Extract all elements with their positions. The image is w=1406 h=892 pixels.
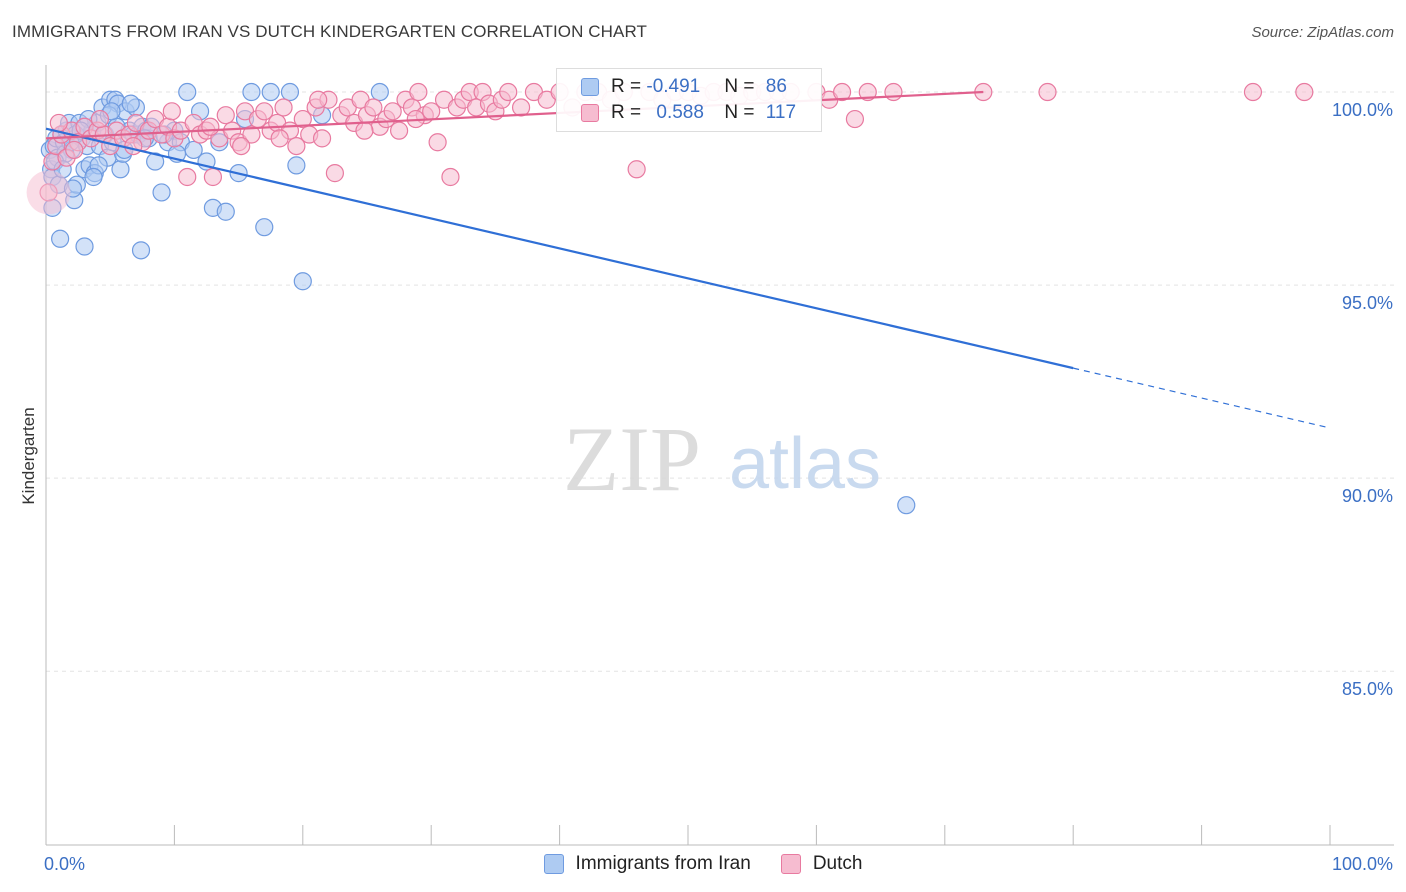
point-dutch: [26, 170, 71, 215]
legend-r-label: R =: [611, 76, 647, 97]
axis-labels: 100.0% 95.0% 90.0% 85.0% 0.0% 100.0%: [44, 100, 1393, 874]
stats-legend: R = -0.491 N = 86 R = 0.588 N = 117: [556, 68, 822, 132]
y-tick-label: 95.0%: [1342, 293, 1393, 313]
point-iran: [131, 241, 151, 260]
point-dutch: [203, 167, 223, 187]
trend-lines: [45, 90, 1331, 429]
point-dutch: [364, 98, 383, 117]
chart-title: IMMIGRANTS FROM IRAN VS DUTCH KINDERGART…: [12, 22, 648, 41]
trend-line-iran-extrapolated: [1073, 367, 1331, 429]
legend-r-value-iran: -0.491: [646, 76, 701, 97]
legend-swatch-dutch: [581, 104, 599, 122]
legend-marker-iran: [543, 854, 564, 874]
legend-label-iran: Immigrants from Iran: [575, 853, 751, 874]
point-iran: [897, 496, 916, 515]
point-iran: [255, 218, 274, 237]
point-dutch: [162, 102, 181, 121]
axes: [45, 65, 1394, 846]
point-dutch: [1038, 82, 1057, 102]
series-legend: Immigrants from Iran Dutch: [0, 851, 1406, 877]
y-tick-label: 85.0%: [1342, 679, 1393, 699]
legend-n-value-dutch: 117: [765, 102, 797, 123]
grid-lines: [46, 91, 1394, 672]
point-dutch: [390, 121, 409, 140]
point-dutch: [325, 164, 344, 183]
point-dutch: [1243, 82, 1263, 102]
watermark: ZIP atlas: [563, 408, 881, 510]
point-dutch: [409, 82, 428, 102]
source-label: Source: ZipAtlas.com: [1251, 24, 1394, 41]
point-iran: [121, 94, 140, 113]
x-tick-label: 100.0%: [1332, 854, 1393, 874]
legend-label-dutch: Dutch: [812, 853, 863, 874]
trend-line-dutch: [45, 90, 984, 140]
legend-marker-dutch: [780, 854, 801, 874]
watermark-zip: ZIP: [563, 408, 701, 510]
legend-item-dutch[interactable]: Dutch: [780, 851, 863, 877]
point-dutch: [242, 125, 261, 144]
point-dutch: [884, 82, 903, 102]
point-dutch: [1295, 82, 1314, 102]
trend-line-iran: [45, 127, 1074, 370]
point-iran: [261, 82, 280, 102]
point-dutch: [441, 167, 460, 187]
point-iran: [152, 183, 171, 202]
point-dutch: [49, 113, 68, 133]
point-dutch: [511, 98, 531, 117]
legend-r-label: R =: [611, 102, 647, 123]
point-iran: [216, 202, 235, 221]
point-iran: [293, 272, 312, 291]
point-dutch: [309, 90, 328, 109]
point-dutch: [232, 136, 251, 156]
point-dutch: [383, 102, 402, 121]
point-dutch: [124, 136, 143, 156]
point-iran: [242, 82, 261, 102]
point-dutch: [355, 121, 374, 140]
legend-n-label: N =: [724, 102, 760, 123]
point-dutch: [216, 106, 235, 125]
point-dutch: [845, 109, 865, 129]
point-iran: [51, 229, 70, 248]
point-dutch: [65, 140, 84, 160]
y-axis-title: Kindergarten: [19, 407, 38, 504]
point-dutch: [858, 82, 877, 102]
point-iran: [75, 237, 94, 256]
point-dutch: [499, 82, 518, 102]
point-iran: [178, 82, 197, 102]
legend-n-label: N =: [724, 76, 760, 97]
y-tick-label: 90.0%: [1342, 486, 1393, 506]
point-dutch: [627, 160, 646, 179]
y-tick-label: 100.0%: [1332, 100, 1393, 120]
point-dutch: [293, 109, 312, 129]
point-dutch: [832, 82, 852, 102]
point-iran: [280, 82, 300, 102]
point-dutch: [201, 117, 220, 136]
point-dutch: [428, 133, 447, 152]
point-dutch: [287, 136, 306, 156]
point-dutch: [312, 129, 332, 148]
legend-r-value-dutch: 0.588: [656, 102, 704, 123]
legend-item-iran[interactable]: Immigrants from Iran: [543, 851, 751, 877]
x-tick-label: 0.0%: [44, 854, 85, 874]
point-iran: [370, 82, 389, 102]
point-iran: [84, 167, 103, 187]
watermark-atlas: atlas: [729, 424, 881, 504]
point-dutch: [255, 102, 274, 121]
legend-row-dutch: R = 0.588 N = 117: [581, 100, 796, 126]
point-dutch: [270, 129, 289, 148]
legend-swatch-iran: [581, 78, 599, 96]
legend-n-value-iran: 86: [765, 76, 787, 97]
point-dutch: [274, 98, 293, 117]
point-iran: [287, 156, 306, 175]
point-iran: [111, 160, 130, 179]
point-dutch: [178, 167, 197, 187]
point-dutch: [90, 109, 110, 129]
legend-row-iran: R = -0.491 N = 86: [581, 74, 787, 100]
